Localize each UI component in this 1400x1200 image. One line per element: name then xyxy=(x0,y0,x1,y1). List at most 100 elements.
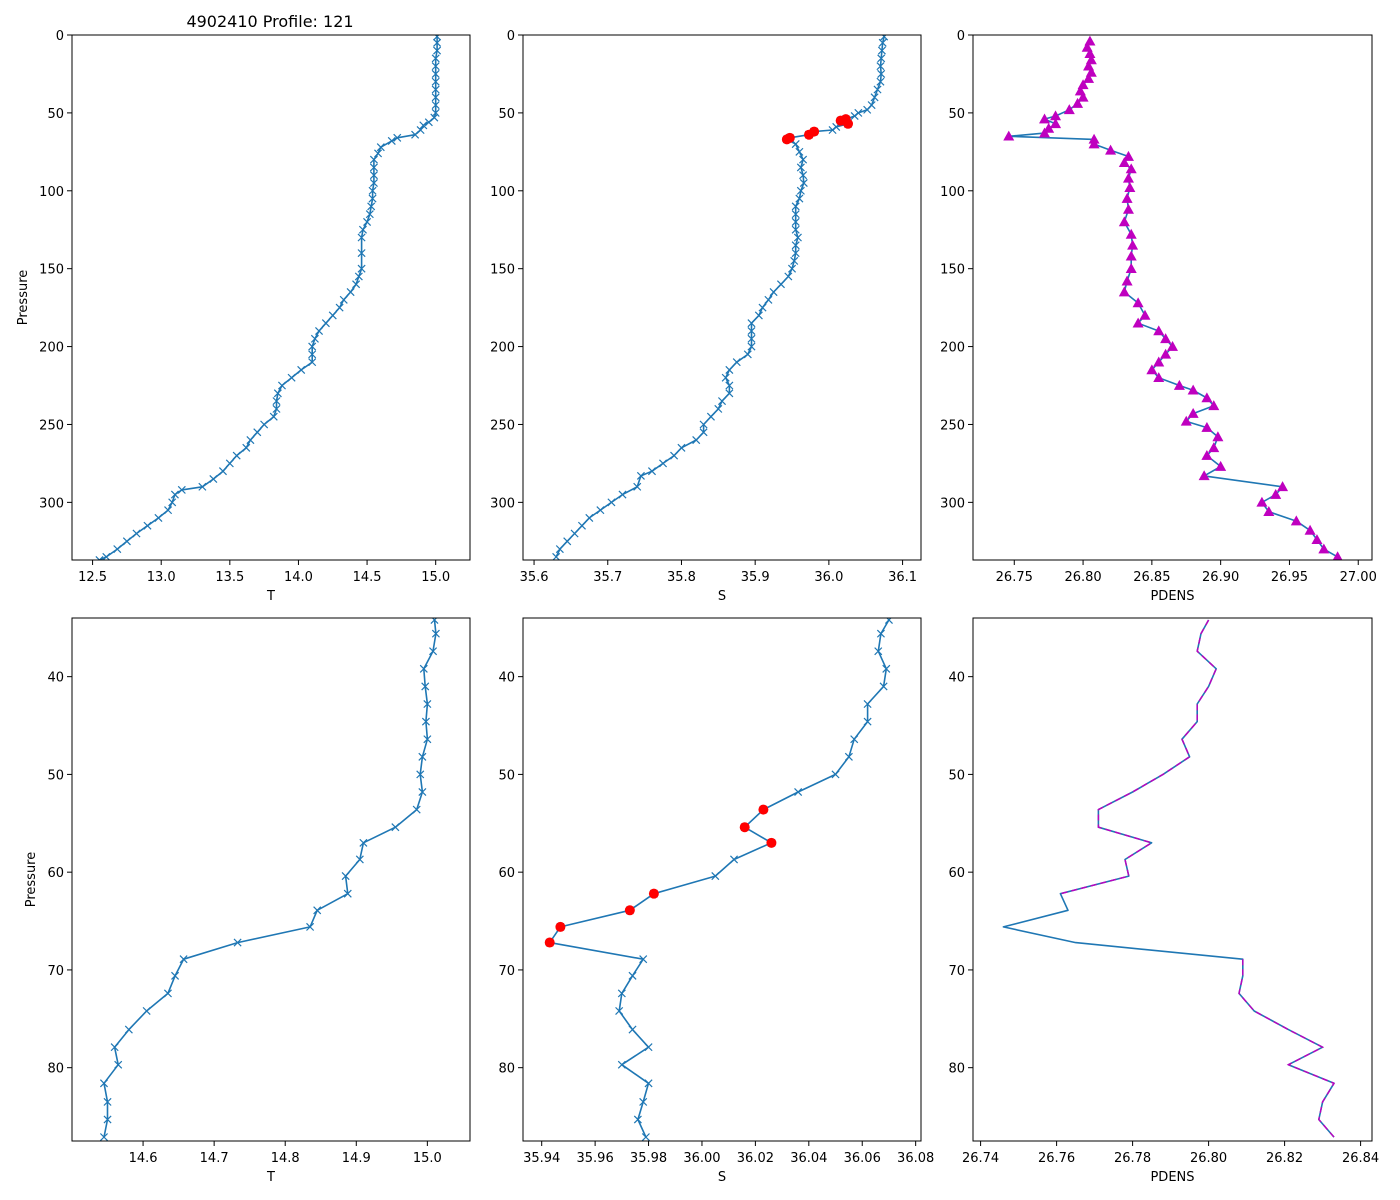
top-S-ytick-label: 100 xyxy=(490,185,515,200)
top-T-point-57 xyxy=(225,459,234,468)
top-PDENS-xtick-label: 27.00 xyxy=(1340,570,1377,585)
top-PDENS-ytick-label: 100 xyxy=(940,185,965,200)
top-S-xtick-label: 36.1 xyxy=(888,570,917,585)
top-S-point-41 xyxy=(769,288,778,297)
top-S-point-28 xyxy=(796,186,805,195)
top-PDENS-point-24 xyxy=(1122,172,1134,183)
top-S-xtick-label: 35.9 xyxy=(741,570,770,585)
top-S-point-56 xyxy=(714,404,723,413)
bottom-T-ytick-label: 60 xyxy=(47,866,64,881)
top-PDENS-point-54 xyxy=(1201,450,1213,460)
top-PDENS-ytick-label: 300 xyxy=(940,496,965,511)
top-S-point-59 xyxy=(699,428,708,437)
top-PDENS-point-40 xyxy=(1166,340,1179,351)
top-PDENS-point-19 xyxy=(1088,138,1100,149)
top-S-xtick-label: 35.6 xyxy=(520,570,549,585)
top-S-point-1 xyxy=(878,38,887,47)
bottom-S-point-21 xyxy=(628,971,637,980)
top-PDENS-point-47 xyxy=(1201,392,1213,403)
top-PDENS-point-17 xyxy=(1003,130,1015,141)
top-T-point-62 xyxy=(170,490,179,499)
bottom-S-axes-frame xyxy=(522,617,922,1142)
top-PDENS-ytick-label: 250 xyxy=(940,418,965,433)
bottom-S-series-line xyxy=(548,619,890,1138)
top-S-point-39 xyxy=(784,272,793,281)
bottom-PDENS-xtick-label: 26.78 xyxy=(1114,1151,1151,1166)
top-PDENS-point-35 xyxy=(1132,297,1144,308)
top-S-point-17 xyxy=(828,126,837,135)
top-S-point-64 xyxy=(647,467,657,476)
top-PDENS-point-51 xyxy=(1201,421,1213,432)
top-PDENS-point-50 xyxy=(1180,415,1192,426)
bottom-T-point-28 xyxy=(103,1097,112,1106)
top-T-point-58 xyxy=(218,467,227,476)
top-S-point-45 xyxy=(747,319,756,328)
top-S-point-23 xyxy=(795,147,804,156)
top-PDENS-point-15 xyxy=(1043,122,1055,133)
top-S-point-32 xyxy=(791,217,800,226)
top-T-point-41 xyxy=(310,334,319,343)
top-S-point-12 xyxy=(850,111,859,121)
bottom-T-point-6 xyxy=(421,717,430,726)
top-S-xtick-label: 35.8 xyxy=(667,570,696,585)
bottom-S-flagged-point-6 xyxy=(544,937,555,948)
bottom-T-point-9 xyxy=(416,770,425,779)
top-S-point-75 xyxy=(552,552,561,560)
top-PDENS-point-46 xyxy=(1187,384,1199,395)
top-T-point-37 xyxy=(335,303,344,312)
top-T-point-53 xyxy=(253,428,262,437)
top-T-point-6 xyxy=(431,77,440,86)
bottom-S-point-2 xyxy=(874,647,883,656)
top-S-xtick-label: 36.0 xyxy=(814,570,843,585)
bottom-S-flagged-point-0 xyxy=(758,804,769,815)
bottom-T-point-29 xyxy=(103,1115,112,1124)
bottom-S-xtick-label: 35.96 xyxy=(577,1151,614,1166)
top-S-point-68 xyxy=(607,498,616,507)
top-PDENS-point-45 xyxy=(1173,379,1185,390)
top-T-point-63 xyxy=(168,498,177,507)
top-PDENS-xtick-label: 26.80 xyxy=(1064,570,1101,585)
top-T-panel: 12.5 13.0 13.5 14.0 14.5 15.0 0 50 100 150 200 250 3… xyxy=(16,29,471,604)
bottom-PDENS-flagged-segment-1 xyxy=(1238,959,1336,1138)
top-T-point-56 xyxy=(232,451,241,460)
bottom-S-xtick-label: 36.00 xyxy=(683,1151,720,1166)
top-PDENS-point-13 xyxy=(1039,113,1051,124)
top-T-point-55 xyxy=(242,443,251,452)
top-S-point-22 xyxy=(791,140,800,149)
top-PDENS-point-63 xyxy=(1311,534,1323,545)
top-S-point-8 xyxy=(870,93,879,102)
top-T-ytick-label: 300 xyxy=(39,496,64,511)
bottom-T-point-30 xyxy=(99,1133,109,1141)
top-PDENS-point-16 xyxy=(1039,127,1051,138)
top-S-point-57 xyxy=(706,412,715,421)
top-PDENS-point-23 xyxy=(1125,163,1137,174)
top-S-point-66 xyxy=(633,482,642,491)
top-PDENS-point-38 xyxy=(1153,325,1165,336)
bottom-S-flagged-point-4 xyxy=(624,905,635,916)
top-PDENS-point-41 xyxy=(1160,348,1172,359)
top-T-point-51 xyxy=(269,412,278,421)
bottom-T-ytick-label: 70 xyxy=(47,964,64,979)
bottom-PDENS-axes-frame xyxy=(972,617,1373,1142)
bottom-S-point-15 xyxy=(711,872,720,881)
bottom-T-point-8 xyxy=(418,752,427,761)
top-T-point-38 xyxy=(328,311,337,320)
top-T-xtick-label: 13.0 xyxy=(147,570,176,585)
top-T-plot-area xyxy=(95,35,442,560)
bottom-S-flagged-point-5 xyxy=(555,921,566,932)
top-PDENS-point-65 xyxy=(1332,551,1343,560)
bottom-T-point-13 xyxy=(359,838,368,847)
bottom-T-point-19 xyxy=(233,938,242,947)
top-T-point-59 xyxy=(209,474,218,484)
bottom-S-point-27 xyxy=(644,1079,653,1088)
top-S-point-73 xyxy=(563,537,572,546)
top-T-point-64 xyxy=(164,506,173,515)
bottom-PDENS-xtick-label: 26.82 xyxy=(1266,1151,1303,1166)
top-T-point-67 xyxy=(132,529,141,538)
bottom-T-xtick-label: 14.8 xyxy=(271,1151,300,1166)
top-T-point-50 xyxy=(272,404,281,413)
bottom-T-point-27 xyxy=(99,1079,109,1088)
top-T-point-0 xyxy=(433,35,442,41)
bottom-T-point-22 xyxy=(163,989,172,998)
bottom-T-ytick-label: 80 xyxy=(47,1062,64,1077)
